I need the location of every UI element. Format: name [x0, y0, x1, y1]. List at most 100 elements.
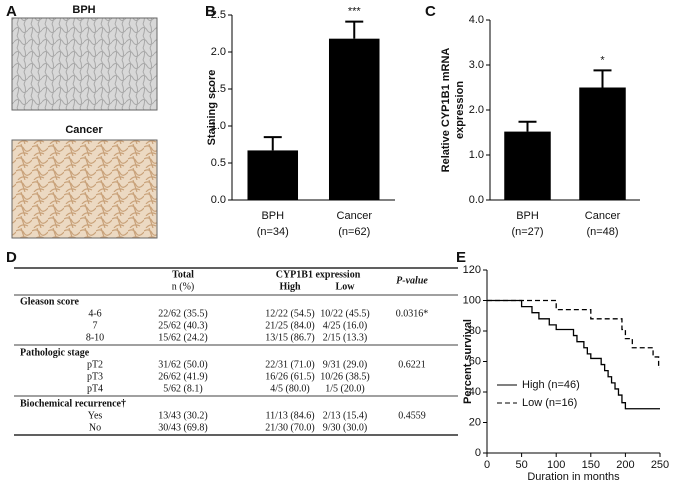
table-cell: 9/31 (29.0) [323, 359, 367, 370]
y-tick-label: 0.0 [469, 194, 484, 206]
table-cell: 2/13 (15.4) [323, 410, 367, 421]
image-label: Cancer [65, 124, 103, 136]
x-tick-label: 100 [547, 459, 565, 471]
y-tick-label: 0 [475, 447, 481, 459]
table-cell: 21/30 (70.0) [265, 422, 314, 433]
table-cell: 1/5 (20.0) [325, 383, 364, 394]
panel-label: A [6, 3, 17, 20]
x-tick-note: (n=34) [257, 226, 289, 238]
table-cell: 15/62 (24.2) [158, 332, 207, 343]
table-cell: Yes [88, 410, 103, 421]
y-tick-label: 100 [463, 294, 481, 306]
y-tick-label: 120 [463, 264, 481, 276]
table-cell: CYP1B1 expression [276, 269, 361, 280]
table-cell: 10/26 (38.5) [320, 371, 369, 382]
table-cell: 2/15 (13.3) [323, 332, 367, 343]
error-bar [345, 20, 364, 39]
x-tick-label: Cancer [585, 210, 621, 222]
panel-label: D [6, 249, 17, 266]
y-tick-label: 2.0 [469, 104, 484, 116]
table-cell: 4/25 (16.0) [323, 320, 367, 331]
legend-label: Low (n=16) [522, 397, 577, 409]
table-cell: 30/43 (69.8) [158, 422, 207, 433]
bar [247, 150, 299, 200]
x-tick-label: Cancer [337, 210, 373, 222]
table-cell: P-value [396, 275, 428, 286]
table-cell: 13/43 (30.2) [158, 410, 207, 421]
x-tick-label: 200 [616, 459, 634, 471]
x-tick-note: (n=27) [511, 226, 543, 238]
table-cell: 22/31 (71.0) [265, 359, 314, 370]
table-cell: pT4 [87, 383, 103, 394]
table-cell: pT3 [87, 371, 103, 382]
legend-label: High (n=46) [522, 379, 580, 391]
table-cell: 16/26 (61.5) [265, 371, 314, 382]
table-cell: 4-6 [88, 308, 101, 319]
error-bar [518, 120, 537, 132]
table: Total CYP1B1 expression P-value n (%) High Lo… [14, 267, 458, 436]
y-tick-label: 4.0 [469, 14, 484, 26]
table-cell: 22/62 (35.5) [158, 308, 207, 319]
table-cell: 12/22 (54.5) [265, 308, 314, 319]
x-tick-label: 50 [515, 459, 527, 471]
table-cell: 26/62 (41.9) [158, 371, 207, 382]
table-cell: n (%) [172, 281, 195, 292]
table-cell: 8-10 [86, 332, 104, 343]
x-tick-label: BPH [516, 210, 539, 222]
panel-label: C [425, 3, 436, 20]
table-cell: 0.4559 [398, 410, 426, 421]
survival-curve [487, 299, 660, 410]
table-cell: Total [172, 269, 194, 280]
x-tick-label: 150 [582, 459, 600, 471]
table-cell: No [89, 422, 101, 433]
y-tick-label: 80 [469, 325, 481, 337]
table-cell: 21/25 (84.0) [265, 320, 314, 331]
y-tick-label: 1.0 [469, 149, 484, 161]
table-cell: High [279, 281, 301, 292]
table-cell: 13/15 (86.7) [265, 332, 314, 343]
micrograph [11, 139, 158, 239]
table-cell: 10/22 (45.5) [320, 308, 369, 319]
y-axis-title: Relative CYP1B1 mRNA [440, 48, 452, 173]
bar [328, 38, 380, 201]
y-tick-label: 60 [469, 355, 481, 367]
y-tick-label: 0.0 [211, 194, 226, 206]
y-axis-title: expression [454, 81, 466, 139]
y-tick-label: 20 [469, 416, 481, 428]
image-label: BPH [72, 4, 95, 16]
y-tick-label: 2.0 [211, 46, 226, 58]
y-tick-label: 40 [469, 386, 481, 398]
panel-label: B [205, 3, 216, 20]
y-tick-label: 1.5 [211, 83, 226, 95]
bar [504, 131, 551, 200]
table-cell: Biochemical recurrence† [20, 398, 126, 409]
table-cell: Gleason score [20, 296, 80, 307]
table-cell: 0.6221 [398, 359, 426, 370]
table-cell: 25/62 (40.3) [158, 320, 207, 331]
x-tick-note: (n=62) [338, 226, 370, 238]
x-axis-title: Duration in months [527, 471, 620, 481]
significance: *** [348, 6, 362, 18]
error-bar [593, 69, 612, 88]
x-tick-label: 0 [484, 459, 490, 471]
table-cell: 11/13 (84.6) [265, 410, 314, 421]
y-axis-title: Percent survival [462, 319, 474, 404]
y-tick-label: 3.0 [469, 59, 484, 71]
significance: * [600, 54, 605, 66]
x-tick-note: (n=48) [586, 226, 618, 238]
panel-label: E [456, 249, 466, 266]
table-cell: 4/5 (80.0) [270, 383, 309, 394]
survival-curve [487, 299, 660, 369]
bar [579, 87, 626, 200]
table-cell: 9/30 (30.0) [323, 422, 367, 433]
x-tick-label: 250 [651, 459, 669, 471]
error-bar [263, 136, 282, 151]
table-cell: Pathologic stage [20, 347, 90, 358]
micrograph [11, 17, 158, 111]
table-cell: 0.0316* [396, 308, 429, 319]
table-cell: pT2 [87, 359, 103, 370]
y-tick-label: 0.5 [211, 157, 226, 169]
x-tick-label: BPH [261, 210, 284, 222]
table-cell: 5/62 (8.1) [163, 383, 202, 394]
